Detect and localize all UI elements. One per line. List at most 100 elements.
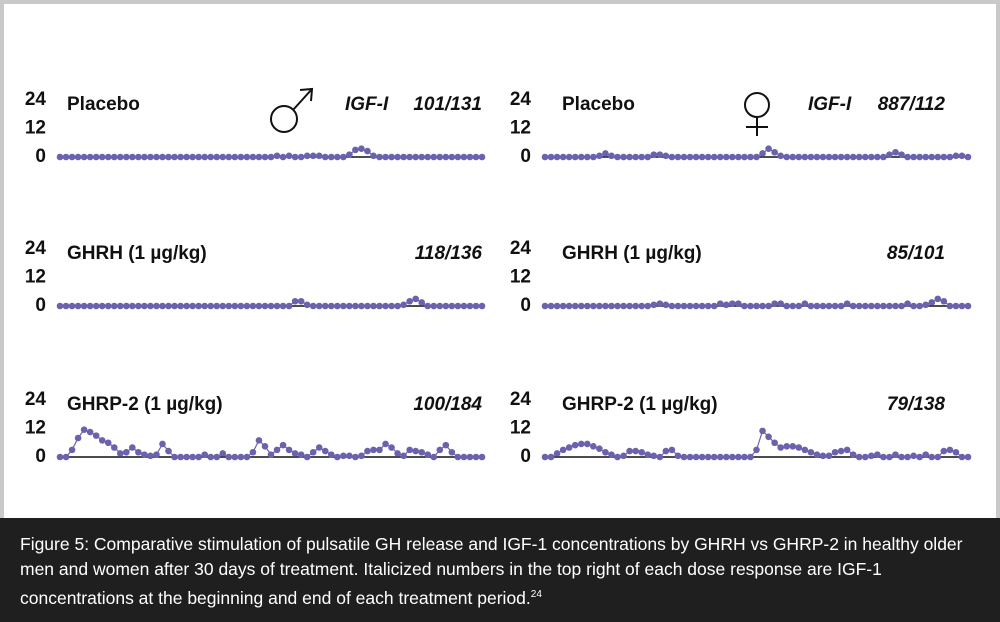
data-point bbox=[80, 302, 88, 310]
data-point bbox=[722, 153, 730, 161]
annotation: 101/131 bbox=[413, 94, 482, 115]
data-point bbox=[291, 297, 299, 305]
data-point bbox=[466, 302, 474, 310]
data-point bbox=[541, 453, 549, 461]
data-point bbox=[62, 453, 70, 461]
data-point bbox=[849, 153, 857, 161]
data-point bbox=[783, 153, 791, 161]
data-point bbox=[789, 302, 797, 310]
data-point bbox=[340, 452, 347, 460]
data-point bbox=[801, 446, 809, 454]
data-point bbox=[783, 443, 791, 450]
data-point bbox=[886, 453, 893, 461]
data-point bbox=[958, 302, 966, 310]
data-point bbox=[231, 302, 239, 310]
data-point bbox=[831, 302, 839, 310]
data-point bbox=[626, 447, 633, 455]
data-point bbox=[571, 302, 579, 310]
data-point bbox=[219, 153, 227, 161]
data-point bbox=[382, 302, 389, 310]
data-point bbox=[656, 453, 664, 461]
data-point bbox=[880, 302, 887, 310]
data-point bbox=[795, 153, 803, 161]
y-tick-label: 12 bbox=[510, 118, 531, 139]
data-point bbox=[207, 153, 215, 161]
data-point bbox=[855, 302, 863, 310]
data-point bbox=[704, 453, 712, 461]
chart-title: GHRP-2 (1 µg/kg) bbox=[562, 394, 718, 415]
data-point bbox=[400, 153, 407, 161]
data-point bbox=[183, 453, 190, 461]
data-point bbox=[596, 152, 603, 160]
data-point bbox=[424, 451, 432, 458]
data-point bbox=[68, 153, 76, 161]
data-point bbox=[922, 153, 929, 161]
data-point bbox=[460, 153, 468, 161]
data-point bbox=[237, 302, 245, 310]
data-point bbox=[466, 453, 474, 461]
data-point bbox=[849, 451, 857, 458]
data-point bbox=[358, 452, 365, 460]
data-point bbox=[273, 302, 281, 310]
data-point bbox=[668, 153, 676, 161]
data-point bbox=[273, 446, 281, 454]
data-point bbox=[813, 153, 821, 161]
data-point bbox=[183, 302, 190, 310]
data-point bbox=[135, 448, 142, 456]
data-point bbox=[904, 153, 911, 161]
data-point bbox=[686, 453, 694, 461]
data-point bbox=[880, 153, 887, 161]
data-point bbox=[571, 153, 579, 161]
y-tick-label: 12 bbox=[25, 418, 46, 439]
data-point bbox=[940, 153, 948, 161]
panel-background bbox=[4, 4, 996, 518]
data-point bbox=[656, 300, 664, 307]
data-point bbox=[454, 453, 462, 461]
annotation: 887/112 bbox=[878, 94, 946, 115]
data-point bbox=[759, 302, 766, 310]
data-point bbox=[195, 153, 202, 161]
data-point bbox=[898, 302, 905, 310]
data-point bbox=[874, 302, 881, 310]
data-point bbox=[626, 302, 633, 310]
female-symbol bbox=[744, 92, 770, 136]
data-point bbox=[650, 452, 658, 460]
data-point bbox=[279, 302, 287, 310]
data-point bbox=[686, 153, 694, 161]
y-tick-label: 24 bbox=[510, 389, 532, 410]
data-point bbox=[632, 447, 639, 455]
data-point bbox=[448, 302, 456, 310]
data-point bbox=[964, 153, 972, 161]
y-tick-label: 0 bbox=[520, 295, 531, 316]
data-point bbox=[565, 153, 573, 161]
data-point bbox=[129, 302, 136, 310]
data-point bbox=[177, 153, 184, 161]
data-point bbox=[92, 153, 100, 161]
data-point bbox=[68, 446, 76, 454]
data-point bbox=[442, 441, 450, 449]
data-point bbox=[590, 443, 597, 450]
annotation-label: IGF-I bbox=[345, 94, 389, 115]
data-point bbox=[86, 153, 94, 161]
data-point bbox=[472, 453, 480, 461]
data-point bbox=[153, 451, 160, 458]
data-point bbox=[843, 300, 851, 307]
data-point bbox=[291, 153, 299, 161]
data-point bbox=[704, 153, 712, 161]
data-point bbox=[116, 302, 124, 310]
chart-title: Placebo bbox=[562, 94, 635, 115]
data-point bbox=[807, 153, 815, 161]
data-point bbox=[904, 300, 911, 307]
data-point bbox=[704, 302, 712, 310]
data-point bbox=[98, 437, 106, 444]
data-point bbox=[376, 153, 383, 161]
data-point bbox=[825, 153, 833, 161]
data-point bbox=[213, 302, 221, 310]
data-point bbox=[777, 300, 784, 307]
data-point bbox=[147, 302, 154, 310]
data-point bbox=[753, 153, 760, 161]
data-point bbox=[249, 448, 257, 456]
data-point bbox=[596, 302, 603, 310]
data-point bbox=[577, 440, 585, 448]
data-point bbox=[219, 450, 227, 457]
